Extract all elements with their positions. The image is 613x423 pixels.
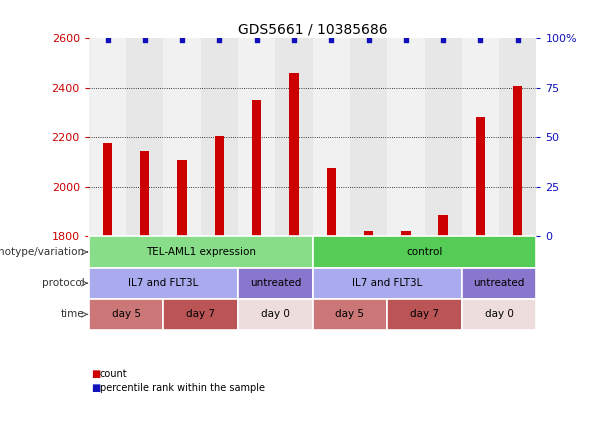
Bar — [313, 236, 536, 268]
Title: GDS5661 / 10385686: GDS5661 / 10385686 — [238, 23, 387, 37]
Text: genotype/variation: genotype/variation — [0, 247, 85, 257]
Bar — [177, 159, 187, 236]
Text: day 5: day 5 — [335, 309, 364, 319]
Bar — [126, 38, 164, 236]
Bar — [313, 299, 387, 330]
Point — [215, 37, 224, 44]
Bar — [103, 143, 112, 236]
Point — [326, 37, 336, 44]
Bar — [164, 38, 200, 236]
Bar — [238, 268, 313, 299]
Text: percentile rank within the sample: percentile rank within the sample — [100, 383, 265, 393]
Bar — [313, 268, 462, 299]
Bar — [89, 38, 126, 236]
Bar — [513, 86, 522, 236]
Point — [438, 37, 448, 44]
Text: day 7: day 7 — [186, 309, 215, 319]
Text: day 0: day 0 — [485, 309, 514, 319]
Bar — [387, 38, 424, 236]
Bar — [215, 136, 224, 236]
Bar — [89, 268, 238, 299]
Text: protocol: protocol — [42, 278, 85, 288]
Point — [401, 37, 411, 44]
Bar — [275, 38, 313, 236]
Text: ■: ■ — [91, 383, 100, 393]
Bar — [438, 215, 448, 236]
Bar — [313, 38, 350, 236]
Point — [252, 37, 262, 44]
Text: untreated: untreated — [473, 278, 525, 288]
Text: day 0: day 0 — [261, 309, 290, 319]
Text: untreated: untreated — [249, 278, 301, 288]
Text: TEL-AML1 expression: TEL-AML1 expression — [146, 247, 256, 257]
Text: control: control — [406, 247, 443, 257]
Bar — [201, 38, 238, 236]
Bar — [462, 38, 499, 236]
Bar — [364, 231, 373, 236]
Bar — [350, 38, 387, 236]
Bar — [327, 168, 336, 236]
Text: ■: ■ — [91, 369, 100, 379]
Bar — [89, 236, 313, 268]
Bar — [164, 299, 238, 330]
Bar — [499, 38, 536, 236]
Text: day 7: day 7 — [410, 309, 439, 319]
Bar — [462, 268, 536, 299]
Bar — [238, 299, 313, 330]
Bar — [252, 100, 261, 236]
Bar — [476, 118, 485, 236]
Bar — [387, 299, 462, 330]
Point — [140, 37, 150, 44]
Text: day 5: day 5 — [112, 309, 140, 319]
Point — [513, 37, 523, 44]
Text: IL7 and FLT3L: IL7 and FLT3L — [352, 278, 422, 288]
Text: count: count — [100, 369, 128, 379]
Bar — [401, 231, 411, 236]
Text: time: time — [61, 309, 85, 319]
Bar — [424, 38, 462, 236]
Point — [364, 37, 373, 44]
Point — [177, 37, 187, 44]
Bar — [289, 73, 299, 236]
Point — [102, 37, 112, 44]
Point — [289, 37, 299, 44]
Bar — [140, 151, 150, 236]
Text: IL7 and FLT3L: IL7 and FLT3L — [128, 278, 199, 288]
Bar — [89, 299, 164, 330]
Bar — [462, 299, 536, 330]
Bar — [238, 38, 275, 236]
Point — [476, 37, 485, 44]
